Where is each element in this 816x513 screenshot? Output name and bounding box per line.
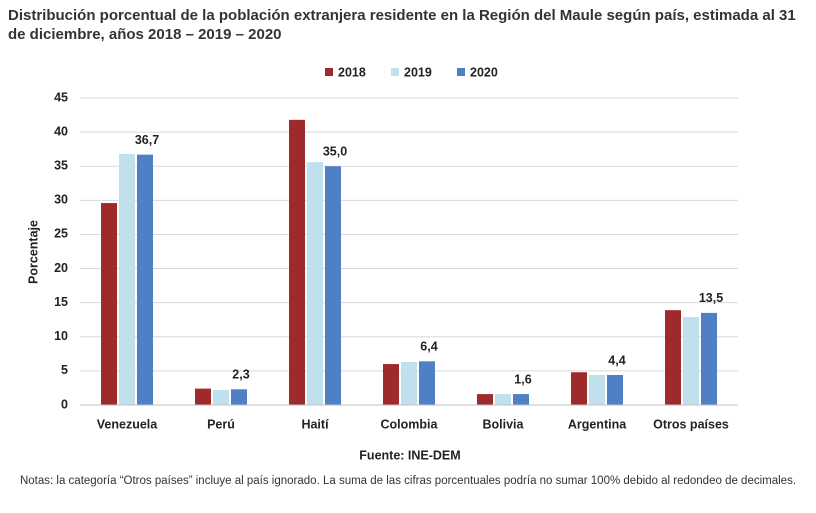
data-label: 4,4 xyxy=(608,353,625,367)
y-axis-label: Porcentaje xyxy=(26,220,40,284)
x-tick-label: Haití xyxy=(301,417,329,431)
y-tick-label: 10 xyxy=(54,329,68,343)
bar xyxy=(213,389,229,405)
y-tick-label: 0 xyxy=(61,397,68,411)
x-tick-label: Perú xyxy=(207,417,235,431)
bar xyxy=(513,394,529,405)
y-tick-label: 45 xyxy=(54,90,68,104)
bar xyxy=(607,374,623,405)
bar xyxy=(325,166,341,405)
bar xyxy=(419,361,435,405)
x-tick-label: Argentina xyxy=(568,417,627,431)
bar xyxy=(289,119,305,405)
data-label: 2,3 xyxy=(232,368,249,382)
bar xyxy=(665,310,681,405)
data-label: 1,6 xyxy=(514,372,531,386)
bar xyxy=(571,372,587,405)
x-tick-label: Bolivia xyxy=(483,417,525,431)
data-label: 6,4 xyxy=(420,340,437,354)
x-tick-label: Otros países xyxy=(653,417,729,431)
y-tick-label: 30 xyxy=(54,193,68,207)
y-tick-label: 40 xyxy=(54,124,68,138)
chart-title: Distribución porcentual de la población … xyxy=(8,7,796,43)
source: Fuente: INE-DEM xyxy=(359,448,460,462)
bar xyxy=(477,394,493,405)
legend-swatch xyxy=(391,68,399,76)
bar xyxy=(683,316,699,405)
bar xyxy=(701,312,717,405)
x-tick-label: Venezuela xyxy=(97,417,158,431)
notes: Notas: la categoría “Otros países” inclu… xyxy=(19,475,797,487)
legend-label: 2019 xyxy=(404,65,432,79)
y-tick-label: 25 xyxy=(54,227,68,241)
chart: Porcentaje Fuente: INE-DEM 0 5 10 15 20 25 30 3… xyxy=(26,65,738,462)
bar xyxy=(495,394,511,405)
bar xyxy=(589,374,605,405)
legend-swatch xyxy=(457,68,465,76)
y-tick-label: 35 xyxy=(54,159,68,173)
data-label: 36,7 xyxy=(135,133,159,147)
bar xyxy=(231,389,247,405)
bar xyxy=(119,153,135,405)
legend-label: 2018 xyxy=(338,65,366,79)
bar xyxy=(307,162,323,405)
y-tick-label: 15 xyxy=(54,295,68,309)
legend-label: 2020 xyxy=(470,65,498,79)
y-tick-label: 20 xyxy=(54,261,68,275)
x-tick-label: Colombia xyxy=(381,417,439,431)
bar xyxy=(383,364,399,405)
bar xyxy=(195,388,211,405)
y-tick-label: 5 xyxy=(61,363,68,377)
bar xyxy=(101,203,117,405)
legend-swatch xyxy=(325,68,333,76)
data-label: 35,0 xyxy=(323,145,347,159)
bar xyxy=(137,154,153,405)
data-label: 13,5 xyxy=(699,291,723,305)
bar xyxy=(401,362,417,405)
